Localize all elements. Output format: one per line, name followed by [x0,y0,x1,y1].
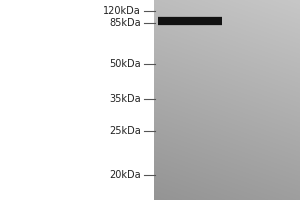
Text: 50kDa: 50kDa [110,59,141,69]
Text: 35kDa: 35kDa [110,94,141,104]
Text: 20kDa: 20kDa [110,170,141,180]
Bar [158,17,222,25]
Bar [158,16,222,26]
Text: 85kDa: 85kDa [110,18,141,28]
Text: 25kDa: 25kDa [109,126,141,136]
Text: 120kDa: 120kDa [103,6,141,16]
